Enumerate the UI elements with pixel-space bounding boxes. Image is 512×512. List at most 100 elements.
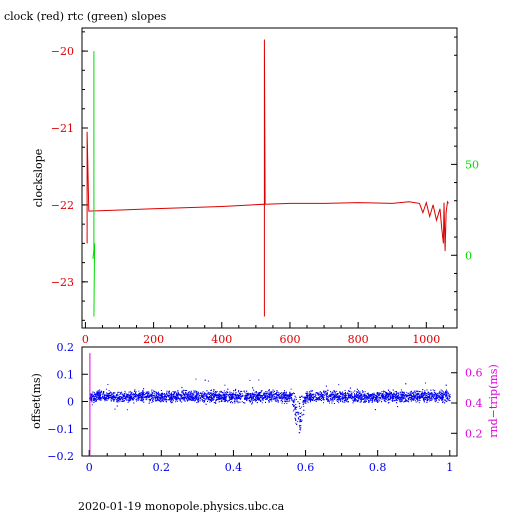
offset-point: [443, 392, 445, 394]
offset-point: [221, 400, 223, 402]
offset-point: [388, 395, 390, 397]
offset-point: [387, 398, 389, 400]
offset-point: [432, 396, 434, 397]
offset-point: [391, 392, 392, 393]
offset-point: [212, 394, 214, 395]
offset-point: [378, 394, 380, 396]
offset-point: [218, 393, 220, 395]
bottom-x-tick-label: 0.6: [297, 461, 315, 474]
offset-point: [402, 396, 404, 398]
offset-point: [330, 393, 332, 395]
offset-point: [220, 398, 221, 400]
top-x-tick-label: 1000: [412, 333, 440, 346]
offset-point: [228, 399, 230, 401]
offset-point: [223, 401, 225, 402]
offset-point: [166, 397, 167, 399]
offset-point: [251, 399, 253, 401]
top-x-tick-label: 600: [279, 333, 300, 346]
offset-point: [302, 401, 304, 403]
offset-point: [395, 397, 397, 399]
offset-point: [359, 395, 361, 397]
offset-point: [169, 393, 171, 395]
offset-point: [346, 393, 348, 395]
offset-point: [155, 392, 157, 394]
bottom-y2-axis-label: rnd−trip(ms): [487, 364, 500, 438]
offset-point: [184, 394, 186, 396]
top-y-axis-label: clockslope: [32, 149, 45, 207]
offset-point: [203, 396, 205, 398]
offset-point: [235, 401, 237, 403]
offset-point: [298, 405, 300, 407]
offset-point: [219, 395, 221, 397]
offset-point: [197, 400, 199, 402]
offset-point: [250, 399, 252, 401]
offset-point: [176, 393, 178, 395]
offset-point: [248, 394, 250, 396]
offset-point: [137, 398, 139, 400]
offset-point: [285, 395, 287, 396]
offset-point: [304, 399, 306, 401]
offset-point: [353, 399, 355, 401]
offset-point: [401, 400, 403, 402]
offset-point: [418, 390, 420, 392]
offset-point: [310, 400, 311, 402]
offset-point: [192, 394, 194, 396]
offset-point: [118, 398, 120, 400]
offset-point: [371, 400, 373, 401]
offset-point: [295, 397, 297, 399]
offset-point: [373, 392, 375, 394]
offset-point: [186, 397, 187, 399]
offset-point: [230, 396, 232, 398]
offset-point: [168, 399, 170, 401]
offset-point: [354, 396, 356, 398]
top-series: [86, 39, 449, 317]
offset-point: [435, 397, 437, 399]
offset-point: [274, 390, 275, 392]
offset-point: [223, 390, 225, 392]
offset-point: [236, 398, 238, 400]
offset-point: [93, 398, 94, 400]
offset-point: [295, 399, 297, 400]
offset-point: [305, 400, 306, 402]
offset-point: [91, 393, 93, 395]
offset-point: [120, 392, 122, 393]
offset-point: [325, 392, 327, 394]
offset-point: [114, 408, 116, 410]
offset-point: [223, 393, 225, 395]
offset-point: [196, 397, 198, 399]
offset-point: [406, 391, 408, 393]
offset-point: [338, 384, 340, 386]
offset-point: [396, 399, 398, 401]
offset-point: [110, 400, 112, 402]
offset-point: [391, 399, 393, 401]
offset-point: [240, 397, 242, 399]
offset-point: [384, 400, 386, 402]
offset-point: [176, 399, 178, 401]
offset-point: [383, 399, 385, 401]
offset-point: [257, 399, 259, 401]
offset-point: [233, 393, 235, 395]
offset-point: [371, 393, 373, 395]
offset-point: [162, 400, 164, 402]
offset-point: [133, 396, 134, 398]
offset-point: [303, 397, 305, 399]
offset-point: [228, 397, 230, 399]
offset-point: [331, 392, 333, 394]
offset-point: [237, 391, 239, 393]
offset-point: [307, 391, 309, 393]
offset-point: [245, 396, 247, 398]
bottom-y-tick-label: 0.1: [57, 368, 75, 381]
offset-point: [113, 394, 115, 396]
offset-point: [348, 401, 349, 402]
offset-point: [372, 395, 374, 397]
offset-point: [152, 398, 154, 400]
offset-point: [283, 400, 285, 402]
offset-point: [198, 401, 200, 403]
offset-point: [119, 399, 121, 401]
offset-point: [95, 393, 96, 395]
offset-point: [118, 399, 119, 401]
offset-point: [98, 390, 100, 392]
offset-point: [314, 393, 316, 395]
offset-point: [199, 398, 201, 399]
offset-point: [433, 394, 434, 396]
